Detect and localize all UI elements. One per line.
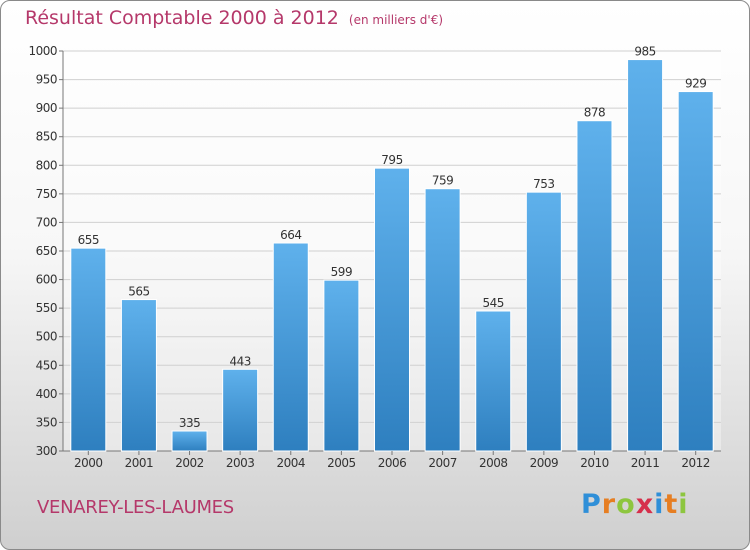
data-label-2005: 599 — [331, 265, 352, 279]
x-tick-label-2009: 2009 — [530, 456, 559, 470]
x-tick-label-2003: 2003 — [226, 456, 255, 470]
logo-letter: r — [601, 489, 617, 520]
y-tick-label: 550 — [36, 301, 57, 315]
y-tick-label: 400 — [36, 387, 57, 401]
x-tick-label-2001: 2001 — [125, 456, 154, 470]
chart-unit: (en milliers d'€) — [348, 13, 444, 27]
bar-2003 — [222, 368, 259, 452]
data-label-2009: 753 — [533, 177, 554, 191]
data-label-2011: 985 — [634, 45, 655, 59]
bar-2001 — [120, 299, 157, 452]
data-label-2012: 929 — [685, 77, 706, 91]
data-label-2010: 878 — [584, 106, 605, 120]
y-tick-label: 600 — [36, 273, 57, 287]
x-tick-label-2008: 2008 — [479, 456, 508, 470]
x-tick-label-2002: 2002 — [175, 456, 204, 470]
data-label-2002: 335 — [179, 416, 200, 430]
bar-2002 — [171, 430, 208, 452]
x-tick-label-2011: 2011 — [631, 456, 660, 470]
y-tick-label: 700 — [36, 215, 57, 229]
logo-letter: P — [581, 489, 602, 520]
x-tick-label-2005: 2005 — [327, 456, 356, 470]
x-tick-label-2012: 2012 — [681, 456, 710, 470]
y-tick-label: 650 — [36, 244, 57, 258]
data-label-2001: 565 — [128, 285, 149, 299]
x-tick-label-2007: 2007 — [428, 456, 457, 470]
x-tick-label-2010: 2010 — [580, 456, 609, 470]
y-tick-label: 850 — [36, 130, 57, 144]
y-tick-label: 350 — [36, 415, 57, 429]
y-tick-label: 750 — [36, 187, 57, 201]
proxiti-logo: Proxiti — [581, 489, 689, 520]
bar-2010 — [576, 120, 613, 452]
bar-2009 — [525, 191, 562, 452]
logo-letter: i — [654, 489, 665, 520]
y-tick-label: 450 — [36, 358, 57, 372]
data-label-2003: 443 — [229, 354, 250, 368]
bar-2005 — [323, 279, 360, 452]
x-tick-label-2004: 2004 — [276, 456, 305, 470]
x-tick-label-2000: 2000 — [74, 456, 103, 470]
bar-2007 — [424, 188, 461, 452]
x-tick-label-2006: 2006 — [378, 456, 407, 470]
data-label-2008: 545 — [483, 296, 504, 310]
data-label-2004: 664 — [280, 228, 301, 242]
logo-letter: i — [678, 489, 689, 520]
y-tick-label: 300 — [36, 444, 57, 458]
data-label-2000: 655 — [78, 233, 99, 247]
data-label-2007: 759 — [432, 174, 453, 188]
y-tick-label: 900 — [36, 101, 57, 115]
logo-letter: t — [664, 489, 679, 520]
y-tick-label: 1000 — [28, 44, 57, 58]
commune-name: VENAREY-LES-LAUMES — [37, 497, 234, 518]
bar-2011 — [627, 59, 664, 452]
y-tick-label: 950 — [36, 73, 57, 87]
bar-2004 — [272, 242, 309, 452]
logo-letter: x — [635, 489, 655, 520]
chart-title-text: Résultat Comptable 2000 à 2012 — [25, 7, 339, 29]
logo-letter: o — [616, 489, 636, 520]
bar-2006 — [374, 167, 410, 452]
y-tick-label: 500 — [36, 330, 57, 344]
y-tick-label: 800 — [36, 158, 57, 172]
bar-2000 — [70, 247, 107, 452]
data-label-2006: 795 — [381, 153, 402, 167]
bar-2012 — [677, 91, 714, 452]
chart-title: Résultat Comptable 2000 à 2012 (en millie… — [25, 7, 443, 29]
bar-2008 — [475, 310, 512, 452]
